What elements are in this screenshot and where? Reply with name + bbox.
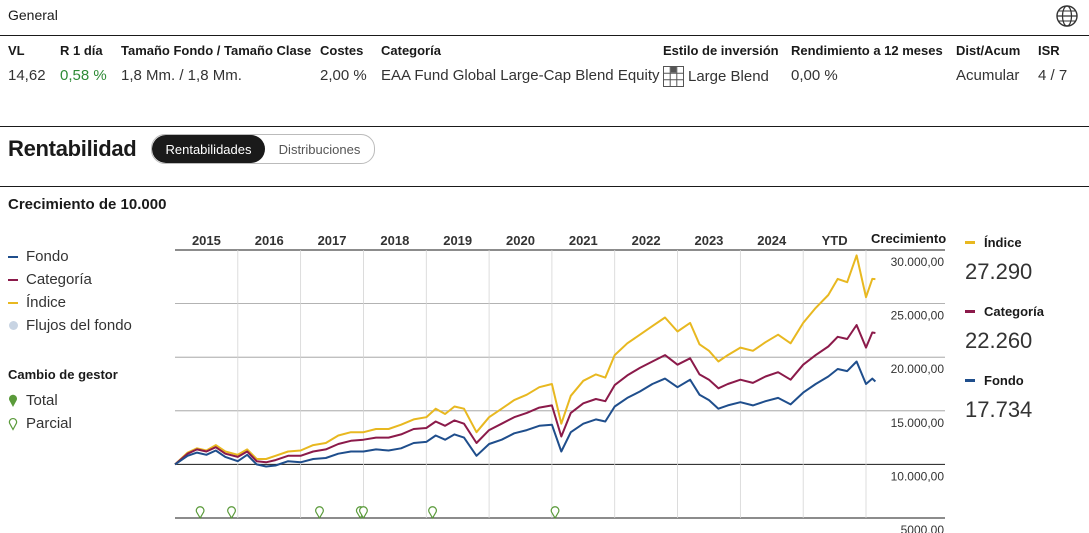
right-legend-category-swatch — [965, 310, 975, 313]
right-legend-category-value: 22.260 — [965, 328, 1033, 353]
growth-title: Crecimiento de 10.000 — [8, 196, 167, 213]
value-dist: Acumular — [956, 67, 1020, 84]
manager-change-total-label: Total — [26, 392, 58, 409]
header-costs: Costes — [320, 43, 364, 58]
value-isr: 4 / 7 — [1038, 67, 1068, 84]
tab-rentabilidades[interactable]: Rentabilidades — [152, 135, 265, 163]
x-tick-YTD: YTD — [822, 233, 848, 248]
performance-divider — [0, 126, 1089, 127]
right-legend-fund-swatch — [965, 379, 975, 382]
manager-change-marker-4 — [359, 506, 368, 520]
x-tick-2018: 2018 — [380, 233, 409, 248]
growth-divider — [0, 186, 1089, 187]
header-category: Categoría — [381, 43, 441, 58]
value-category: EAA Fund Global Large-Cap Blend Equity — [381, 67, 660, 84]
x-tick-2021: 2021 — [569, 233, 598, 248]
x-tick-2017: 2017 — [318, 233, 347, 248]
legend-flows: Flujos del fondo — [8, 317, 132, 334]
legend-category: Categoría — [8, 271, 92, 288]
header-style: Estilo de inversión — [663, 43, 779, 58]
manager-change-marker-6 — [550, 506, 560, 520]
right-legend-category-label: Categoría — [984, 304, 1044, 319]
value-costs: 2,00 % — [320, 67, 367, 84]
manager-change-marker-1 — [227, 506, 236, 520]
y-tick-2: 20.000,00 — [891, 362, 945, 376]
x-tick-2015: 2015 — [192, 233, 221, 248]
y-tick-4: 10.000,00 — [891, 469, 945, 483]
series-line-fund — [174, 360, 877, 468]
right-legend-index-value: 27.290 — [965, 259, 1033, 284]
header-vl: VL — [8, 43, 25, 58]
value-vl: 14,62 — [8, 67, 46, 84]
y-tick-0: 30.000,00 — [891, 255, 945, 269]
legend-fund: Fondo — [8, 248, 69, 265]
general-title: General — [8, 7, 58, 23]
legend-index-swatch — [8, 301, 18, 304]
partial-marker-icon — [8, 417, 18, 431]
series-line-index — [174, 254, 876, 466]
legend-fund-label: Fondo — [26, 248, 69, 265]
header-isr: ISR — [1038, 43, 1060, 58]
legend-flows-label: Flujos del fondo — [26, 317, 132, 334]
general-divider — [0, 35, 1089, 36]
x-tick-2019: 2019 — [443, 233, 472, 248]
header-yield12: Rendimiento a 12 meses — [791, 43, 943, 58]
value-r1: 0,58 % — [60, 67, 107, 84]
x-tick-2023: 2023 — [694, 233, 723, 248]
manager-change-marker-3 — [355, 506, 365, 520]
header-size: Tamaño Fondo / Tamaño Clase — [121, 43, 312, 58]
axis-header: Crecimiento — [871, 231, 947, 246]
style-box-icon — [663, 66, 684, 87]
y-tick-3: 15.000,00 — [891, 416, 945, 430]
legend-category-label: Categoría — [26, 271, 92, 288]
series-line-category — [174, 324, 876, 466]
legend-fund-swatch — [8, 255, 18, 258]
right-legend-category: Categoría — [965, 304, 1044, 319]
performance-tabs: Rentabilidades Distribuciones — [151, 134, 375, 164]
value-style: Large Blend — [688, 68, 769, 85]
tab-distribuciones[interactable]: Distribuciones — [278, 141, 361, 157]
manager-change-partial: Parcial — [8, 415, 72, 432]
value-yield12: 0,00 % — [791, 67, 838, 84]
right-legend-index-swatch — [965, 241, 975, 244]
legend-index: Índice — [8, 294, 66, 311]
right-legend-fund-label: Fondo — [984, 373, 1024, 388]
right-legend-fund-value: 17.734 — [965, 397, 1033, 422]
manager-change-total: Total — [8, 392, 58, 409]
legend-category-swatch — [8, 278, 18, 281]
right-legend-fund: Fondo — [965, 373, 1024, 388]
manager-change-marker-0 — [195, 506, 205, 520]
legend-index-label: Índice — [26, 294, 67, 311]
header-r1: R 1 día — [60, 43, 103, 58]
manager-change-marker-5 — [428, 506, 437, 520]
header-dist: Dist/Acum — [956, 43, 1021, 58]
performance-title: Rentabilidad — [8, 136, 137, 161]
y-tick-5: 5000,00 — [901, 523, 945, 533]
value-size: 1,8 Mm. / 1,8 Mm. — [121, 67, 242, 84]
manager-change-marker-2 — [315, 506, 324, 520]
total-marker-icon — [9, 394, 17, 407]
x-tick-2020: 2020 — [506, 233, 535, 248]
manager-change-partial-label: Parcial — [26, 415, 72, 432]
manager-change-title: Cambio de gestor — [8, 367, 118, 382]
x-tick-2016: 2016 — [255, 233, 284, 248]
right-legend-index: Índice — [965, 235, 1022, 250]
y-tick-1: 25.000,00 — [891, 309, 945, 323]
x-tick-2024: 2024 — [757, 233, 787, 248]
x-tick-2022: 2022 — [632, 233, 661, 248]
globe-icon[interactable] — [1055, 4, 1079, 28]
right-legend-index-label: Índice — [984, 235, 1022, 250]
legend-flows-dot — [9, 321, 18, 330]
